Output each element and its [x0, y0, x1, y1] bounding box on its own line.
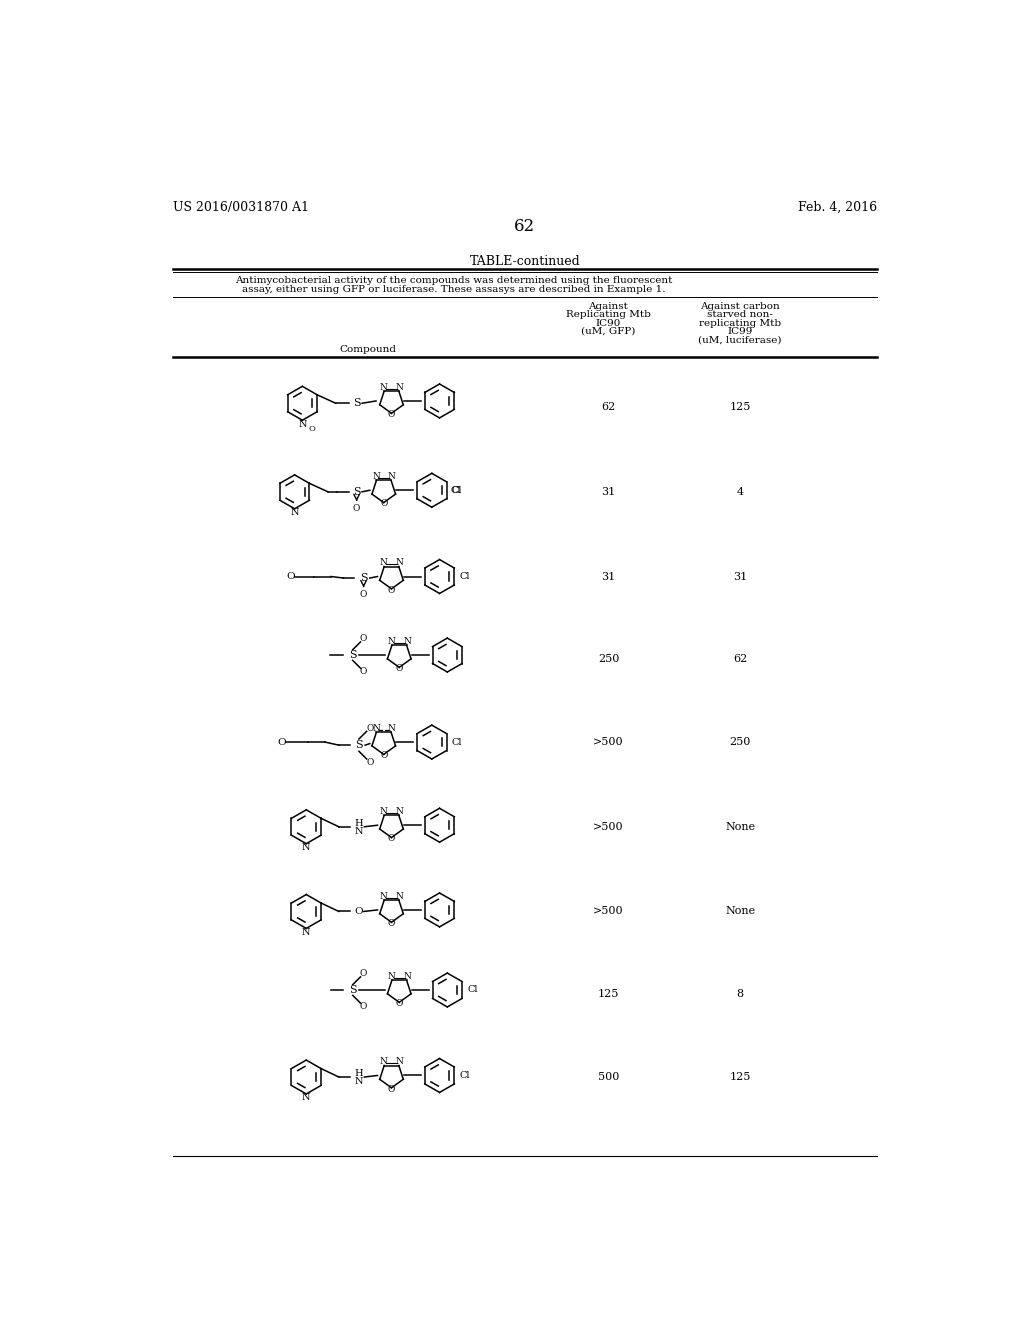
Text: N: N	[403, 972, 411, 981]
Text: TABLE-continued: TABLE-continued	[469, 256, 581, 268]
Text: O: O	[388, 834, 395, 843]
Text: O: O	[308, 425, 315, 433]
Text: O: O	[388, 411, 395, 418]
Text: S: S	[353, 399, 360, 408]
Text: 62: 62	[514, 218, 536, 235]
Text: N: N	[395, 891, 403, 900]
Text: N: N	[298, 420, 306, 429]
Text: 31: 31	[601, 572, 615, 582]
Text: 62: 62	[733, 655, 748, 664]
Text: O: O	[388, 586, 395, 594]
Text: N: N	[380, 1057, 388, 1067]
Text: Against: Against	[589, 302, 629, 310]
Text: 250: 250	[729, 737, 751, 747]
Text: (uM, luciferase): (uM, luciferase)	[698, 335, 782, 345]
Text: O: O	[359, 590, 368, 599]
Text: Cl: Cl	[452, 486, 463, 495]
Text: Cl: Cl	[452, 738, 463, 747]
Text: >500: >500	[593, 737, 624, 747]
Text: N: N	[387, 473, 395, 480]
Text: 500: 500	[598, 1072, 620, 1082]
Text: N: N	[380, 891, 388, 900]
Text: 8: 8	[736, 989, 743, 999]
Text: O: O	[395, 999, 402, 1008]
Text: O: O	[359, 1002, 368, 1011]
Text: Cl: Cl	[460, 1071, 470, 1080]
Text: N: N	[380, 807, 388, 816]
Text: O: O	[380, 751, 387, 760]
Text: >500: >500	[593, 822, 624, 832]
Text: H: H	[354, 1069, 364, 1078]
Text: O: O	[354, 907, 364, 916]
Text: N: N	[354, 826, 364, 836]
Text: S: S	[349, 985, 356, 995]
Text: IC90: IC90	[596, 318, 622, 327]
Text: N: N	[395, 383, 403, 392]
Text: O: O	[388, 1085, 395, 1093]
Text: N: N	[354, 1077, 364, 1086]
Text: IC99: IC99	[728, 327, 753, 337]
Text: US 2016/0031870 A1: US 2016/0031870 A1	[173, 201, 309, 214]
Text: 125: 125	[729, 1072, 751, 1082]
Text: N: N	[388, 636, 395, 645]
Text: N: N	[380, 383, 388, 392]
Text: N: N	[395, 1057, 403, 1067]
Text: Cl: Cl	[467, 986, 478, 994]
Text: 31: 31	[601, 487, 615, 496]
Text: N: N	[395, 807, 403, 816]
Text: S: S	[349, 649, 356, 660]
Text: N: N	[302, 843, 310, 851]
Text: O: O	[380, 499, 387, 508]
Text: O: O	[367, 758, 374, 767]
Text: assay, either using GFP or luciferase. These assasys are described in Example 1.: assay, either using GFP or luciferase. T…	[242, 285, 666, 293]
Text: 62: 62	[601, 403, 615, 412]
Text: Cl: Cl	[451, 486, 461, 495]
Text: N: N	[403, 636, 411, 645]
Text: None: None	[725, 907, 756, 916]
Text: Feb. 4, 2016: Feb. 4, 2016	[798, 201, 877, 214]
Text: Replicating Mtb: Replicating Mtb	[566, 310, 651, 319]
Text: starved non-: starved non-	[708, 310, 773, 319]
Text: >500: >500	[593, 907, 624, 916]
Text: O: O	[388, 919, 395, 928]
Text: 125: 125	[598, 989, 620, 999]
Text: 125: 125	[729, 403, 751, 412]
Text: Antimycobacterial activity of the compounds was determined using the fluorescent: Antimycobacterial activity of the compou…	[234, 276, 672, 285]
Text: O: O	[359, 969, 368, 978]
Text: N: N	[302, 928, 310, 937]
Text: O: O	[395, 664, 402, 673]
Text: O: O	[359, 635, 368, 643]
Text: O: O	[353, 504, 360, 513]
Text: Against carbon: Against carbon	[700, 302, 780, 310]
Text: O: O	[367, 723, 374, 733]
Text: O: O	[359, 668, 368, 676]
Text: S: S	[353, 487, 360, 496]
Text: S: S	[355, 741, 362, 750]
Text: N: N	[372, 473, 380, 480]
Text: N: N	[372, 723, 380, 733]
Text: N: N	[302, 1093, 310, 1102]
Text: 31: 31	[733, 572, 748, 582]
Text: 4: 4	[736, 487, 743, 496]
Text: (uM, GFP): (uM, GFP)	[582, 327, 636, 337]
Text: N: N	[387, 723, 395, 733]
Text: Compound: Compound	[340, 345, 396, 354]
Text: N: N	[291, 508, 299, 517]
Text: H: H	[354, 820, 364, 828]
Text: Cl: Cl	[460, 572, 470, 581]
Text: replicating Mtb: replicating Mtb	[699, 318, 781, 327]
Text: N: N	[388, 972, 395, 981]
Text: O: O	[287, 572, 295, 581]
Text: None: None	[725, 822, 756, 832]
Text: S: S	[359, 573, 368, 583]
Text: 250: 250	[598, 655, 620, 664]
Text: N: N	[380, 558, 388, 568]
Text: N: N	[395, 558, 403, 568]
Text: O: O	[278, 738, 286, 747]
